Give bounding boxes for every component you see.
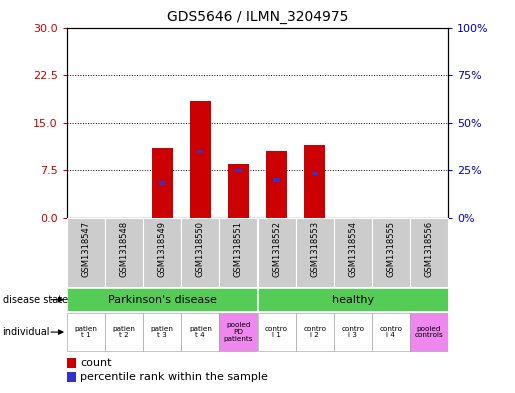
Bar (304, 145, 325, 218)
Text: GSM1318549: GSM1318549 (158, 221, 167, 277)
Text: pooled
controls: pooled controls (415, 326, 443, 338)
Bar (152, 148, 173, 218)
Bar (266, 151, 287, 218)
Bar (410, 313, 448, 351)
Text: GSM1318556: GSM1318556 (424, 221, 434, 277)
Bar (258, 313, 296, 351)
Bar (143, 218, 181, 287)
Bar (273, 178, 280, 182)
Text: patien
t 4: patien t 4 (189, 326, 212, 338)
Bar (105, 218, 143, 287)
Bar (181, 313, 219, 351)
Bar (410, 218, 448, 287)
Text: GSM1318547: GSM1318547 (81, 221, 91, 277)
Text: patien
t 3: patien t 3 (151, 326, 174, 338)
Bar (372, 313, 410, 351)
Text: Parkinson's disease: Parkinson's disease (108, 295, 217, 305)
Bar (334, 313, 372, 351)
Bar (296, 218, 334, 287)
Text: contro
l 3: contro l 3 (341, 326, 364, 338)
Bar (143, 313, 181, 351)
Bar (372, 218, 410, 287)
Bar (258, 218, 296, 287)
Text: GSM1318554: GSM1318554 (348, 221, 357, 277)
Bar (67, 372, 76, 382)
Text: patien
t 1: patien t 1 (75, 326, 97, 338)
Bar (159, 182, 165, 185)
Bar (67, 358, 76, 368)
Text: count: count (80, 358, 112, 368)
Bar (219, 313, 258, 351)
Bar (235, 169, 242, 172)
Title: GDS5646 / ILMN_3204975: GDS5646 / ILMN_3204975 (167, 10, 348, 24)
Bar (312, 172, 318, 175)
Text: GSM1318555: GSM1318555 (386, 221, 396, 277)
Text: percentile rank within the sample: percentile rank within the sample (80, 372, 268, 382)
Bar (219, 218, 258, 287)
Text: GSM1318552: GSM1318552 (272, 221, 281, 277)
Bar (67, 288, 258, 311)
Text: GSM1318550: GSM1318550 (196, 221, 205, 277)
Bar (181, 218, 219, 287)
Text: GSM1318553: GSM1318553 (310, 221, 319, 277)
Bar (105, 313, 143, 351)
Bar (334, 218, 372, 287)
Text: patien
t 2: patien t 2 (113, 326, 135, 338)
Text: contro
l 2: contro l 2 (303, 326, 326, 338)
Text: contro
l 4: contro l 4 (380, 326, 402, 338)
Text: healthy: healthy (332, 295, 374, 305)
Bar (197, 150, 203, 153)
Text: pooled
PD
patients: pooled PD patients (224, 322, 253, 342)
Text: individual: individual (3, 327, 50, 337)
Bar (67, 313, 105, 351)
Text: contro
l 1: contro l 1 (265, 326, 288, 338)
Bar (228, 164, 249, 218)
Text: disease state: disease state (3, 295, 67, 305)
Bar (258, 288, 448, 311)
Bar (190, 101, 211, 218)
Bar (296, 313, 334, 351)
Text: GSM1318548: GSM1318548 (119, 221, 129, 277)
Bar (67, 218, 105, 287)
Text: GSM1318551: GSM1318551 (234, 221, 243, 277)
